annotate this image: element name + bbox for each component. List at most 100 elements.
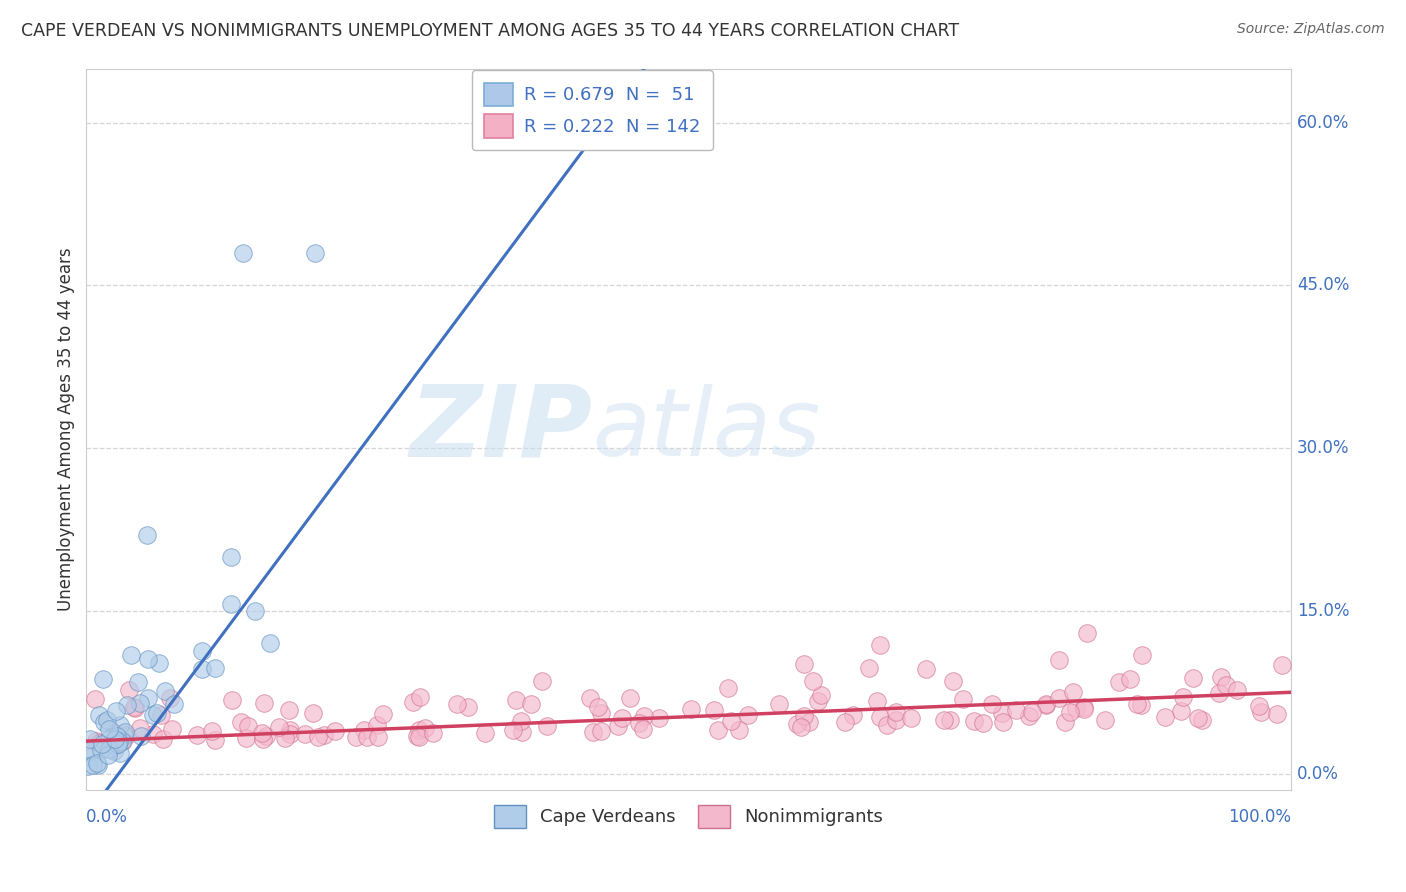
Point bbox=[1054, 714, 1077, 729]
Text: 0.0%: 0.0% bbox=[86, 808, 128, 826]
Point bbox=[307, 730, 329, 744]
Point bbox=[120, 648, 142, 662]
Point bbox=[457, 699, 479, 714]
Point bbox=[1265, 707, 1288, 722]
Point bbox=[314, 728, 336, 742]
Point bbox=[1076, 625, 1098, 640]
Point bbox=[1247, 698, 1270, 713]
Point bbox=[86, 756, 108, 770]
Point bbox=[111, 734, 134, 748]
Point bbox=[79, 732, 101, 747]
Point bbox=[1073, 700, 1095, 714]
Point bbox=[148, 657, 170, 671]
Point bbox=[252, 732, 274, 747]
Point bbox=[79, 744, 101, 758]
Point bbox=[1108, 675, 1130, 690]
Point bbox=[679, 702, 702, 716]
Point bbox=[884, 705, 907, 719]
Point bbox=[1049, 691, 1071, 706]
Point bbox=[1154, 709, 1177, 723]
Point bbox=[408, 730, 430, 744]
Point bbox=[1208, 686, 1230, 700]
Point bbox=[103, 734, 125, 748]
Point bbox=[107, 737, 129, 751]
Point bbox=[250, 726, 273, 740]
Point bbox=[981, 698, 1004, 712]
Point bbox=[1126, 697, 1149, 711]
Text: Source: ZipAtlas.com: Source: ZipAtlas.com bbox=[1237, 22, 1385, 37]
Text: 45.0%: 45.0% bbox=[1296, 277, 1350, 294]
Point bbox=[304, 246, 326, 260]
Point bbox=[97, 742, 120, 756]
Point bbox=[834, 714, 856, 729]
Point bbox=[581, 725, 603, 739]
Point bbox=[103, 744, 125, 758]
Point bbox=[114, 725, 136, 739]
Point bbox=[1073, 702, 1095, 716]
Point bbox=[82, 758, 104, 772]
Point bbox=[219, 549, 242, 564]
Point bbox=[737, 708, 759, 723]
Point bbox=[633, 709, 655, 723]
Point bbox=[1173, 690, 1195, 704]
Point bbox=[254, 729, 277, 743]
Point bbox=[252, 696, 274, 710]
Point bbox=[972, 716, 994, 731]
Point bbox=[108, 746, 131, 760]
Point bbox=[607, 719, 630, 733]
Point bbox=[129, 730, 152, 744]
Point bbox=[991, 706, 1014, 721]
Y-axis label: Unemployment Among Ages 35 to 44 years: Unemployment Among Ages 35 to 44 years bbox=[58, 247, 75, 611]
Point bbox=[586, 700, 609, 714]
Point bbox=[98, 731, 121, 746]
Point bbox=[93, 714, 115, 729]
Point bbox=[127, 674, 149, 689]
Point bbox=[153, 683, 176, 698]
Point bbox=[91, 672, 114, 686]
Point bbox=[273, 731, 295, 746]
Point bbox=[858, 661, 880, 675]
Point bbox=[402, 695, 425, 709]
Point bbox=[229, 715, 252, 730]
Point bbox=[204, 661, 226, 675]
Point bbox=[415, 721, 437, 735]
Text: 100.0%: 100.0% bbox=[1227, 808, 1291, 826]
Point bbox=[591, 706, 613, 720]
Point bbox=[807, 694, 830, 708]
Point bbox=[793, 657, 815, 671]
Point bbox=[259, 636, 281, 650]
Point bbox=[191, 644, 214, 658]
Point bbox=[344, 730, 367, 744]
Point bbox=[1271, 658, 1294, 673]
Point bbox=[942, 674, 965, 689]
Point bbox=[124, 701, 146, 715]
Point bbox=[186, 728, 208, 742]
Point bbox=[219, 597, 242, 611]
Point bbox=[502, 723, 524, 738]
Point bbox=[1018, 709, 1040, 723]
Point bbox=[876, 717, 898, 731]
Point bbox=[1035, 697, 1057, 711]
Point bbox=[371, 706, 394, 721]
Point bbox=[129, 721, 152, 735]
Point bbox=[768, 697, 790, 711]
Point bbox=[627, 715, 650, 730]
Point bbox=[353, 723, 375, 737]
Point bbox=[1170, 705, 1192, 719]
Point bbox=[104, 704, 127, 718]
Point bbox=[87, 736, 110, 750]
Point bbox=[1191, 713, 1213, 727]
Point bbox=[105, 730, 128, 744]
Point bbox=[869, 710, 891, 724]
Point bbox=[810, 688, 832, 702]
Point bbox=[142, 707, 165, 722]
Point bbox=[301, 706, 323, 720]
Point bbox=[366, 718, 388, 732]
Point bbox=[790, 720, 813, 734]
Point bbox=[1062, 684, 1084, 698]
Point bbox=[152, 731, 174, 746]
Point bbox=[648, 711, 671, 725]
Point bbox=[536, 719, 558, 733]
Point bbox=[96, 713, 118, 727]
Point bbox=[1059, 705, 1081, 719]
